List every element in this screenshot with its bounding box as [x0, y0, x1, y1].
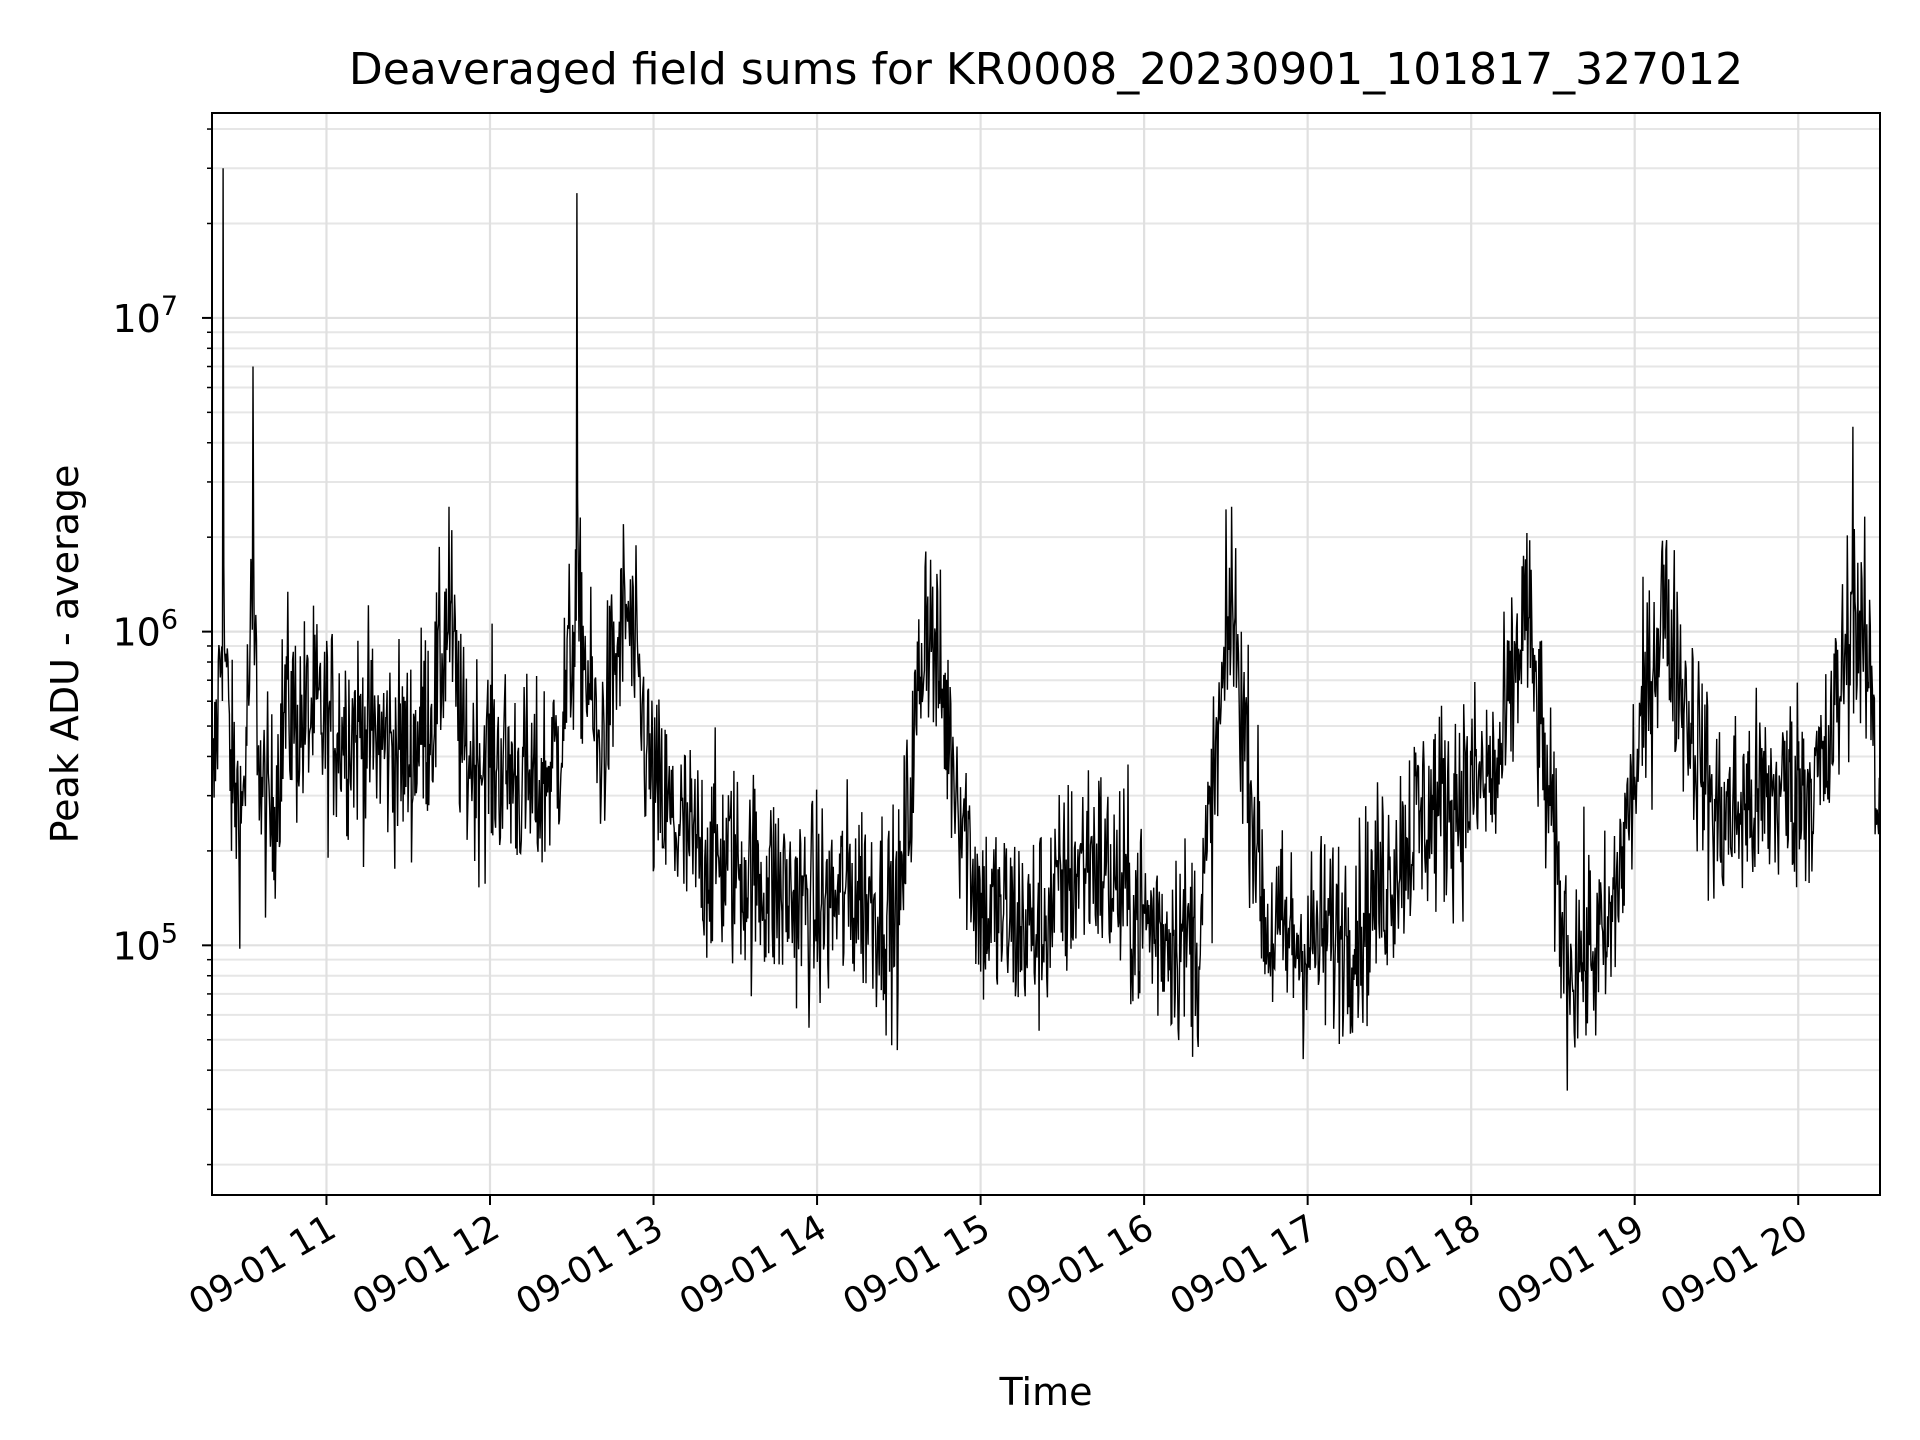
y-axis-label: Peak ADU - average [43, 465, 87, 844]
y-tick-label: 105 [112, 918, 178, 968]
plot-frame [211, 112, 1881, 1196]
chart-title: Deaveraged field sums for KR0008_2023090… [349, 44, 1743, 95]
y-tick-label: 106 [112, 605, 178, 655]
grid [212, 113, 1880, 1195]
x-axis-label: Time [999, 1370, 1093, 1414]
series-line [212, 168, 1880, 1091]
y-tick-label: 107 [112, 291, 178, 341]
y-axis: 105 106 107 [112, 128, 212, 1166]
